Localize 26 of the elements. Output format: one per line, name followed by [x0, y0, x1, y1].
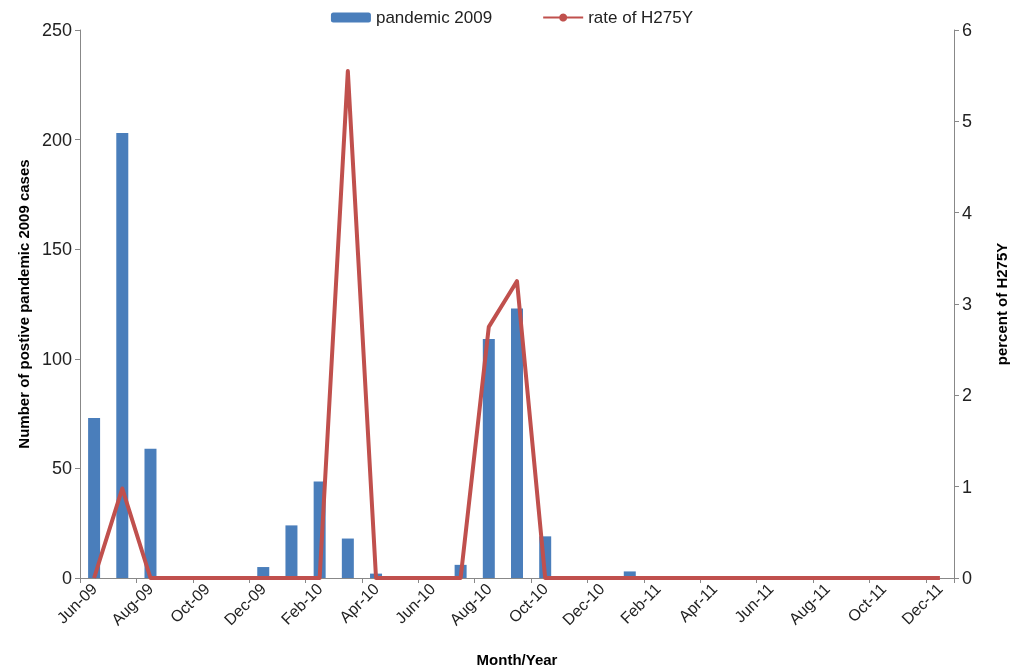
line-series [92, 69, 942, 580]
bar [285, 525, 298, 578]
legend-label: pandemic 2009 [375, 8, 493, 27]
bar [88, 417, 101, 578]
bar [482, 339, 495, 578]
y2-tick-label: 2 [962, 385, 973, 406]
y-tick-label: 0 [61, 568, 72, 588]
x-axis-title: Month/Year [476, 651, 558, 668]
legend-label: rate of H275Y [588, 8, 694, 27]
y-tick-label: 100 [41, 348, 72, 369]
y2-axis-title: percent of H275Y [993, 242, 1010, 366]
y-tick-label: 150 [41, 239, 72, 260]
y2-tick-label: 1 [962, 476, 973, 497]
y-tick-label: 200 [41, 129, 72, 150]
y-tick-label: 50 [51, 458, 72, 479]
y2-tick-label: 6 [962, 20, 973, 40]
y-axis-title: Number of postive pandemic 2009 cases [15, 159, 33, 449]
bar [116, 133, 129, 578]
bar [341, 538, 354, 578]
bar [144, 448, 157, 578]
y2-tick-label: 5 [962, 111, 973, 132]
y2-tick-label: 0 [962, 568, 973, 588]
y2-tick-label: 3 [962, 294, 973, 314]
y-tick-label: 250 [41, 20, 72, 40]
y2-tick-label: 4 [962, 202, 973, 223]
bar [511, 308, 523, 578]
